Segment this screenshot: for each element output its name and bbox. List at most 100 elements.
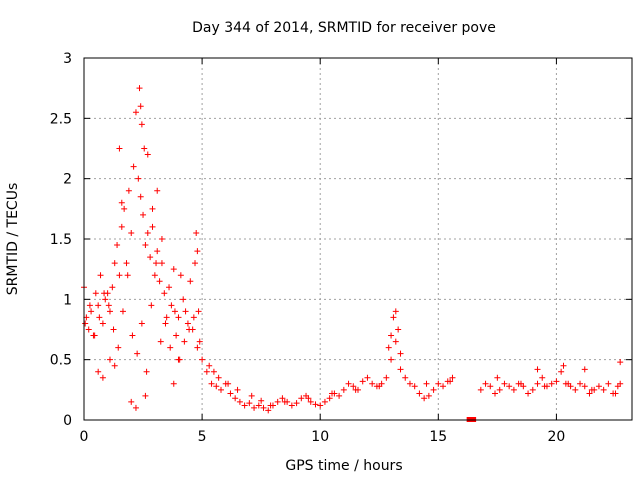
data-point xyxy=(392,308,399,315)
data-point xyxy=(116,145,123,152)
data-point xyxy=(492,390,498,397)
data-point xyxy=(395,326,402,333)
data-point xyxy=(411,383,418,390)
data-point xyxy=(82,320,89,327)
data-point xyxy=(534,366,541,373)
data-point xyxy=(97,272,104,279)
data-point xyxy=(190,314,197,321)
data-point xyxy=(397,366,404,373)
data-point xyxy=(345,380,352,387)
data-point xyxy=(88,308,95,315)
data-point xyxy=(99,374,106,381)
data-point xyxy=(227,390,234,397)
data-point xyxy=(246,400,253,407)
data-point xyxy=(425,392,432,399)
data-point xyxy=(138,121,145,128)
data-point xyxy=(192,260,199,267)
data-point xyxy=(167,344,174,351)
data-point xyxy=(95,368,102,375)
data-point xyxy=(501,380,508,387)
data-point xyxy=(105,302,112,309)
data-point xyxy=(600,386,607,393)
y-tick-label: 2 xyxy=(63,172,72,188)
data-point xyxy=(385,344,392,351)
data-point xyxy=(430,386,437,393)
data-point xyxy=(350,383,357,390)
y-axis-label: SRMTID / TECUs xyxy=(5,183,21,296)
data-point xyxy=(166,284,173,291)
data-point xyxy=(106,308,113,315)
data-point xyxy=(279,395,286,402)
data-point xyxy=(376,383,383,390)
data-point xyxy=(215,374,222,381)
data-point xyxy=(182,308,189,315)
data-point xyxy=(142,242,149,249)
data-point xyxy=(274,398,281,405)
data-point xyxy=(154,248,161,255)
data-point xyxy=(392,338,399,345)
y-axis-ticks: 0 0.5 1 1.5 2 2.5 3 xyxy=(50,51,632,429)
y-tick-label: 1 xyxy=(63,292,72,308)
data-point xyxy=(106,356,113,363)
data-point xyxy=(423,380,430,387)
data-point xyxy=(194,344,201,351)
data-point xyxy=(128,398,135,405)
data-point xyxy=(298,395,305,402)
data-point xyxy=(141,145,148,152)
data-point xyxy=(170,266,177,273)
data-point xyxy=(92,290,99,297)
data-point xyxy=(128,229,135,236)
data-point xyxy=(161,290,168,297)
data-point xyxy=(158,260,165,267)
data-point xyxy=(416,390,423,397)
x-tick-label: 10 xyxy=(311,429,329,445)
data-point xyxy=(194,248,201,255)
data-point xyxy=(177,272,184,279)
data-point xyxy=(119,308,126,315)
data-point xyxy=(173,332,180,339)
x-tick-label: 5 xyxy=(198,429,207,445)
data-point xyxy=(193,229,200,236)
data-point xyxy=(534,380,541,387)
data-point xyxy=(548,380,555,387)
data-point xyxy=(196,338,203,345)
data-point xyxy=(539,374,546,381)
data-point xyxy=(541,383,548,390)
data-point xyxy=(116,272,123,279)
data-point xyxy=(477,386,484,393)
data-point xyxy=(494,374,501,381)
data-point xyxy=(232,395,239,402)
data-point xyxy=(203,368,210,375)
x-tick-label: 15 xyxy=(429,429,447,445)
data-point xyxy=(281,398,288,405)
data-point xyxy=(118,199,125,206)
data-point xyxy=(336,392,343,399)
data-point xyxy=(390,314,397,321)
data-point xyxy=(195,308,202,315)
data-point xyxy=(110,326,117,333)
data-point xyxy=(383,374,390,381)
data-point xyxy=(236,398,243,405)
x-axis-label: GPS time / hours xyxy=(285,458,402,474)
data-point xyxy=(510,386,517,393)
data-point xyxy=(397,350,404,357)
data-point xyxy=(260,404,267,411)
data-point xyxy=(85,326,92,333)
data-point xyxy=(142,392,149,399)
data-point xyxy=(449,374,456,381)
data-points xyxy=(81,85,624,414)
data-point xyxy=(267,402,274,409)
data-point xyxy=(248,392,255,399)
data-point xyxy=(487,383,494,390)
data-point xyxy=(506,383,513,390)
x-tick-label: 20 xyxy=(547,429,565,445)
data-point xyxy=(210,368,217,375)
data-point xyxy=(186,326,193,333)
data-point xyxy=(588,386,595,393)
data-point xyxy=(114,242,121,249)
data-point xyxy=(265,407,272,414)
data-point xyxy=(529,386,536,393)
data-point xyxy=(163,314,170,321)
data-point xyxy=(617,359,624,366)
